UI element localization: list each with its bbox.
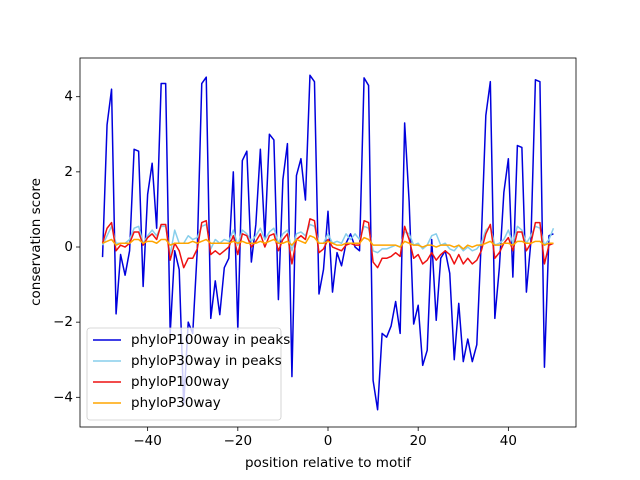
legend-label: phyloP100way <box>131 374 229 390</box>
legend-box <box>86 327 282 421</box>
y-tick-label: −4 <box>53 389 73 405</box>
y-tick-label: 4 <box>64 89 73 105</box>
legend-label: phyloP100way in peaks <box>131 332 290 348</box>
line-series <box>102 234 554 250</box>
plot-frame <box>79 57 577 428</box>
y-tick-label: −2 <box>53 314 73 330</box>
y-tick-label: 0 <box>64 239 73 255</box>
x-tick-label: −40 <box>133 433 162 449</box>
x-tick-label: 0 <box>324 433 333 449</box>
y-tick-label: 2 <box>64 164 73 180</box>
legend-label: phyloP30way <box>131 395 221 411</box>
x-tick-label: 20 <box>410 433 427 449</box>
line-series <box>101 218 554 269</box>
legend-label: phyloP30way in peaks <box>131 353 282 369</box>
y-axis-label: conservation score <box>28 178 44 306</box>
x-axis-label: position relative to motif <box>245 455 412 471</box>
line-series <box>101 223 555 256</box>
x-tick-label: −20 <box>224 433 253 449</box>
line-series <box>101 74 554 411</box>
x-tick-label: 40 <box>500 433 517 449</box>
